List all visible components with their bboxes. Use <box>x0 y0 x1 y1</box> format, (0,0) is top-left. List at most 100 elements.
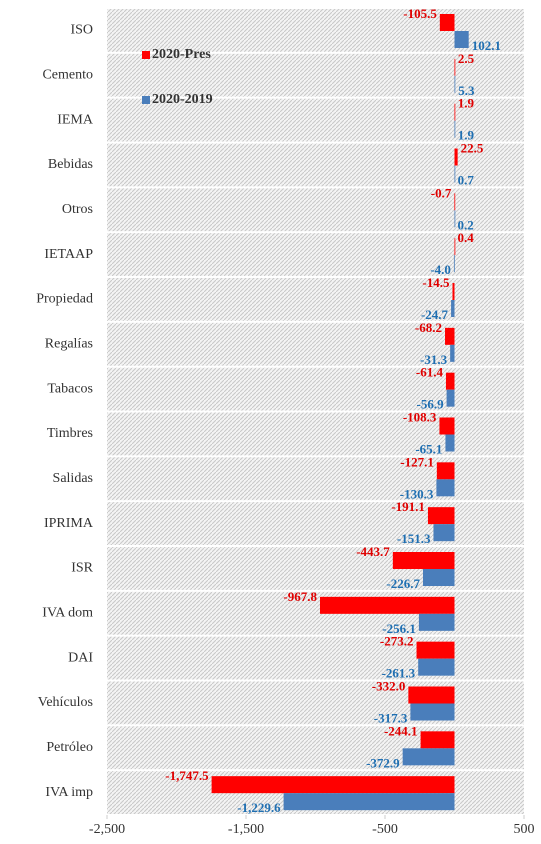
value-label: -130.3 <box>400 486 434 501</box>
value-label: -4.0 <box>430 262 451 277</box>
value-label: -261.3 <box>382 666 416 681</box>
bar <box>454 210 456 228</box>
bar <box>410 703 455 721</box>
value-label: 5.3 <box>458 83 475 98</box>
legend-swatch <box>142 96 150 104</box>
category-band <box>107 322 524 366</box>
y-tick-label: IEMA <box>57 112 94 127</box>
bar <box>451 300 455 317</box>
value-label: 0.4 <box>458 230 475 245</box>
y-tick-label: Vehículos <box>38 695 93 710</box>
y-tick-label: IETAAP <box>44 247 93 262</box>
value-label: -108.3 <box>403 409 437 424</box>
value-label: -332.0 <box>372 678 406 693</box>
y-tick-label: Propiedad <box>36 292 93 307</box>
value-label: -0.7 <box>431 185 452 200</box>
y-tick-label: Cemento <box>42 67 93 82</box>
value-label: -1,229.6 <box>237 800 281 815</box>
y-tick-label: Regalías <box>45 336 93 351</box>
y-tick-label: Bebidas <box>48 157 93 172</box>
value-label: 0.2 <box>458 217 474 232</box>
value-label: -56.9 <box>416 397 444 412</box>
category-band <box>107 367 524 411</box>
x-tick-label: 500 <box>514 822 535 837</box>
bar <box>445 372 455 390</box>
bar <box>402 748 455 766</box>
y-tick-label: IVA dom <box>42 605 93 620</box>
y-tick-label: DAI <box>68 650 93 665</box>
bar <box>427 507 455 525</box>
y-tick-label: Salidas <box>53 471 93 486</box>
y-tick-label: Timbres <box>47 426 93 441</box>
bar <box>446 389 455 407</box>
bar <box>454 238 456 256</box>
x-tick-label: -2,500 <box>89 822 125 837</box>
bar <box>416 641 455 659</box>
value-label: -31.3 <box>420 352 448 367</box>
value-label: -105.5 <box>403 6 437 21</box>
bar <box>420 731 455 749</box>
value-label: -256.1 <box>382 621 416 636</box>
category-band <box>107 547 524 590</box>
value-label: -443.7 <box>356 544 390 559</box>
y-tick-label: IVA imp <box>45 785 93 800</box>
bar <box>439 417 455 435</box>
bar <box>454 193 456 211</box>
value-label: -1,747.5 <box>165 768 209 783</box>
bar <box>418 613 455 631</box>
bar <box>454 31 469 48</box>
value-label: -68.2 <box>415 320 442 335</box>
value-label: -14.5 <box>422 275 450 290</box>
category-band <box>107 681 524 725</box>
value-label: -372.9 <box>366 755 400 770</box>
bar <box>211 776 455 794</box>
value-label: -65.1 <box>415 441 442 456</box>
bar <box>453 255 455 273</box>
y-tick-label: Tabacos <box>47 381 93 396</box>
bar <box>445 434 455 452</box>
legend-swatch <box>142 51 150 59</box>
bar <box>454 165 456 183</box>
y-tick-label: ISO <box>70 23 93 38</box>
category-band <box>107 412 524 456</box>
bar <box>418 658 455 676</box>
bar <box>454 58 456 76</box>
y-tick-label: ISR <box>71 561 93 576</box>
category-band <box>107 457 524 501</box>
value-label: -191.1 <box>391 499 425 514</box>
bar <box>445 327 455 345</box>
value-label: 102.1 <box>472 38 501 53</box>
bar <box>408 686 455 704</box>
value-label: -24.7 <box>421 307 449 322</box>
bar <box>436 462 455 480</box>
bar <box>433 524 455 542</box>
category-band <box>107 726 524 770</box>
value-label: -61.4 <box>416 365 444 380</box>
value-label: 1.9 <box>458 128 475 143</box>
legend-label: 2020-Pres <box>152 47 211 62</box>
bar <box>422 569 455 586</box>
legend-label: 2020-2019 <box>152 92 213 107</box>
bar <box>283 793 455 811</box>
value-label: 2.5 <box>458 51 475 66</box>
bar <box>454 75 456 93</box>
value-label: -127.1 <box>400 454 434 469</box>
bar <box>436 479 455 497</box>
value-label: -967.8 <box>283 589 317 604</box>
category-band <box>107 636 524 680</box>
category-band <box>107 502 524 545</box>
value-label: -244.1 <box>384 723 418 738</box>
bar <box>392 552 455 569</box>
value-label: 0.7 <box>458 172 475 187</box>
value-label: 1.9 <box>458 96 475 111</box>
x-tick-label: -1,500 <box>228 822 264 837</box>
value-label: -226.7 <box>386 576 420 591</box>
bar <box>454 120 456 138</box>
value-label: -151.3 <box>397 531 431 546</box>
y-tick-label: IPRIMA <box>44 516 94 531</box>
value-label: 22.5 <box>461 140 484 155</box>
bar <box>319 596 455 614</box>
x-tick-label: -500 <box>372 822 398 837</box>
y-tick-label: Petróleo <box>46 740 93 755</box>
